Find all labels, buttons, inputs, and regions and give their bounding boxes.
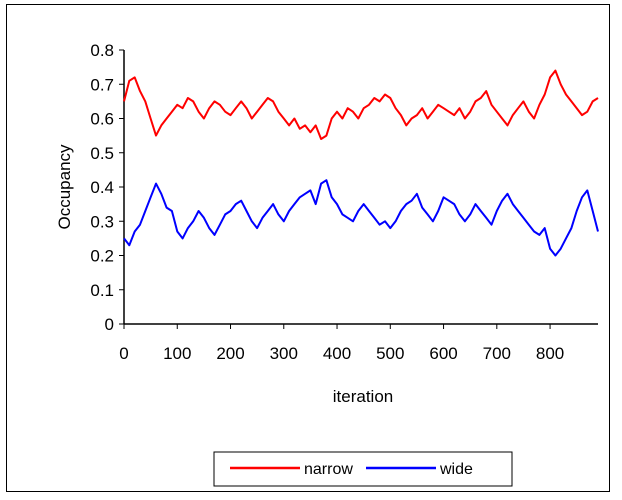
x-tick-label: 300 [270,344,298,363]
series-lines [123,69,599,257]
x-tick-label: 700 [483,344,511,363]
axes [123,50,598,325]
x-tick-label: 800 [536,344,564,363]
y-tick-label: 0.4 [90,178,114,197]
y-tick-label: 0 [105,315,114,334]
y-tick-label: 0.8 [90,41,114,60]
x-tick-label: 200 [216,344,244,363]
x-axis-label: iteration [333,387,393,406]
series-line-narrow [123,69,599,140]
legend: narrow wide [213,451,513,487]
x-tick-label: 400 [323,344,351,363]
y-tick-label: 0.3 [90,212,114,231]
x-tick-label: 600 [429,344,457,363]
series-line-wide [123,179,599,257]
legend-label-wide: wide [439,461,473,478]
ticks: 0 0.1 0.2 0.3 0.4 0.5 0.6 0.7 0.8 0 100 200 300 400 50… [90,41,564,363]
chart-frame [6,4,610,492]
y-tick-label: 0.5 [90,144,114,163]
y-tick-label: 0.6 [90,110,114,129]
y-tick-label: 0.7 [90,75,114,94]
y-axis-label: Occupancy [55,144,74,230]
legend-label-narrow: narrow [304,461,353,478]
y-tick-label: 0.1 [90,281,114,300]
y-tick-label: 0.2 [90,247,114,266]
x-tick-label: 100 [163,344,191,363]
x-tick-label: 500 [376,344,404,363]
x-tick-label: 0 [119,344,128,363]
